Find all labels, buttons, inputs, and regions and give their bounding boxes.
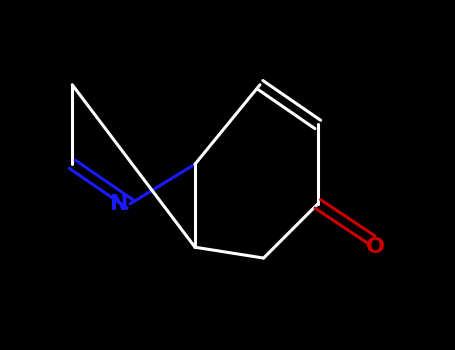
Text: O: O (366, 237, 385, 257)
Text: N: N (110, 194, 128, 214)
